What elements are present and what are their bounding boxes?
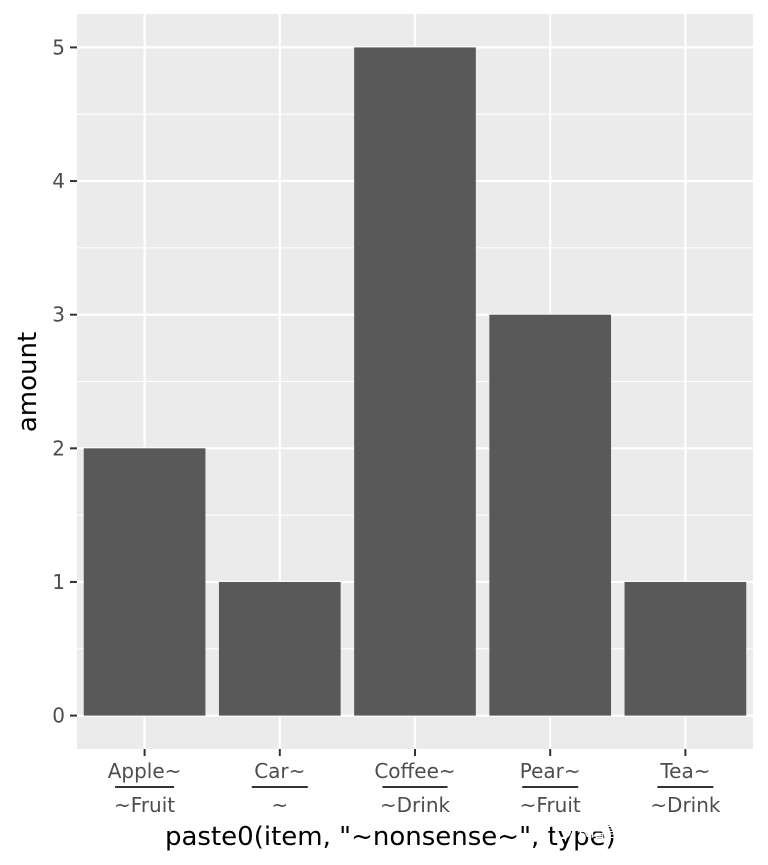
x-tick-label-top: Coffee~ [374,759,455,783]
watermark: R语言数据分析指南 [555,822,717,841]
x-tick-label-top: Car~ [254,759,305,783]
wechat-icon [555,823,571,839]
x-axis-title: paste0(item, "~nonsense~", type) [165,822,616,852]
bar [354,47,476,716]
y-axis-title: amount [13,332,43,432]
y-tick-label: 0 [52,704,65,728]
bar [489,314,612,716]
x-axis: Apple~ ~Fruit Car~ ~ Coffee~ ~Drink Pear~ ~Frui… [108,749,721,817]
bar [624,581,747,716]
x-tick-label-top: Tea~ [659,759,710,783]
bar [83,448,206,716]
bars [83,47,747,716]
y-tick-label: 2 [52,436,65,460]
x-tick-label-bottom: ~ [271,793,288,817]
bar [218,581,341,716]
x-tick-label-bottom: ~Drink [650,793,721,817]
watermark-text: R语言数据分析指南 [578,822,717,841]
y-tick-label: 5 [52,35,65,59]
y-tick-label: 3 [52,303,65,327]
x-tick-label-bottom: ~Fruit [520,793,581,817]
y-axis: 0 1 2 3 4 5 [52,35,77,728]
y-tick-label: 1 [52,570,65,594]
x-tick-label-top: Apple~ [108,759,182,783]
y-tick-label: 4 [52,169,65,193]
x-tick-label-bottom: ~Drink [380,793,451,817]
x-tick-label-bottom: ~Fruit [114,793,175,817]
x-tick-label-top: Pear~ [520,759,581,783]
